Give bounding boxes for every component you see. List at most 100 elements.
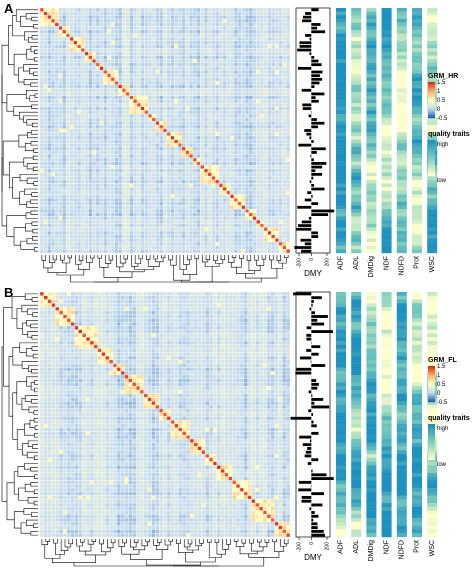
heatmap-cell (278, 230, 283, 235)
heatmap-cell (62, 219, 67, 224)
trait-label: NDF (383, 256, 390, 270)
heatmap-cell (88, 132, 93, 137)
heatmap-cell (245, 66, 250, 71)
heatmap-cell (95, 249, 100, 254)
heatmap-cell (196, 44, 201, 49)
trait-cell (381, 209, 392, 213)
heatmap-cell (62, 143, 67, 148)
heatmap-cell (162, 106, 168, 111)
heatmap-cell (200, 132, 205, 137)
heatmap-cell (248, 73, 253, 78)
dendrogram-branch (30, 130, 38, 135)
heatmap-cell (286, 66, 291, 71)
heatmap-cell (263, 161, 268, 166)
heatmap-cell (69, 128, 74, 133)
heatmap-cell (65, 216, 71, 221)
heatmap-cell (174, 117, 179, 122)
heatmap-cell (245, 69, 250, 74)
heatmap-cell (133, 176, 138, 181)
heatmap-cell (282, 95, 287, 100)
dmy-bar (300, 238, 312, 242)
heatmap-cell (263, 18, 268, 23)
heatmap-cell (58, 197, 63, 202)
heatmap-cell (245, 73, 250, 78)
heatmap-cell (114, 124, 119, 129)
heatmap-cell (73, 230, 78, 235)
heatmap-cell (192, 80, 197, 85)
heatmap-cell (151, 22, 156, 27)
heatmap-cell (80, 22, 85, 27)
heatmap-cell (256, 205, 261, 210)
heatmap-cell (54, 183, 59, 188)
heatmap-cell (121, 88, 126, 93)
heatmap-cell (47, 51, 52, 56)
heatmap-cell (84, 205, 89, 210)
heatmap-cell (207, 40, 212, 45)
heatmap-cell (237, 121, 242, 126)
heatmap-cell (237, 172, 242, 177)
heatmap-cell (155, 77, 160, 82)
heatmap-cell (189, 110, 194, 115)
heatmap-cell (114, 88, 119, 93)
heatmap-cell (155, 249, 160, 254)
heatmap-cell (245, 15, 250, 20)
heatmap-cell (144, 80, 149, 85)
heatmap-cell (136, 230, 141, 235)
heatmap-cell (207, 241, 212, 246)
heatmap-cell (73, 223, 78, 228)
heatmap-cell (136, 143, 141, 148)
heatmap-cell (215, 205, 220, 210)
heatmap-cell (226, 146, 231, 151)
heatmap-cell (140, 73, 145, 78)
heatmap-cell (129, 48, 134, 53)
heatmap-cell (192, 37, 197, 42)
heatmap-cell (181, 154, 186, 159)
heatmap-cell (181, 7, 186, 12)
heatmap-cell (226, 128, 231, 133)
heatmap-cell (237, 154, 242, 159)
heatmap-cell (136, 183, 141, 188)
heatmap-cell (159, 183, 164, 188)
heatmap-cell (196, 216, 201, 221)
heatmap-cell (148, 176, 153, 181)
trait-cell (381, 234, 392, 239)
heatmap-cell (189, 84, 194, 89)
heatmap-cell (65, 37, 71, 42)
heatmap-cell (69, 208, 74, 213)
heatmap-cell (110, 205, 115, 210)
heatmap-cell (65, 48, 71, 53)
heatmap-cell (282, 154, 287, 159)
trait-cell (336, 190, 346, 195)
heatmap-cell (218, 161, 224, 166)
heatmap-cell (170, 139, 175, 144)
heatmap-cell (103, 234, 108, 239)
heatmap-cell (43, 73, 48, 78)
heatmap-cell (181, 29, 186, 34)
dmy-bar (311, 231, 318, 235)
heatmap-cell (121, 69, 126, 74)
heatmap-cell (73, 117, 78, 122)
heatmap-cell (118, 227, 123, 232)
heatmap-cell (222, 179, 227, 184)
heatmap-cell (92, 48, 97, 53)
heatmap-cell (189, 183, 194, 188)
heatmap-cell (129, 227, 134, 232)
dmy-bar (311, 147, 326, 151)
heatmap-cell (54, 176, 59, 181)
heatmap-cell (226, 197, 231, 202)
heatmap-cell (207, 99, 212, 104)
heatmap-cell (39, 102, 44, 107)
heatmap-cell (51, 99, 56, 104)
heatmap-cell (140, 132, 145, 137)
heatmap-cell (58, 143, 63, 148)
heatmap-cell (92, 51, 97, 56)
heatmap-cell (140, 18, 145, 23)
heatmap-cell (237, 165, 242, 170)
heatmap-cell (166, 219, 171, 224)
heatmap-cell (136, 132, 141, 137)
heatmap-cell (237, 146, 242, 151)
heatmap-cell (185, 117, 190, 122)
heatmap-cell (99, 241, 104, 246)
heatmap-cell (121, 208, 126, 213)
heatmap-cell (174, 128, 179, 133)
